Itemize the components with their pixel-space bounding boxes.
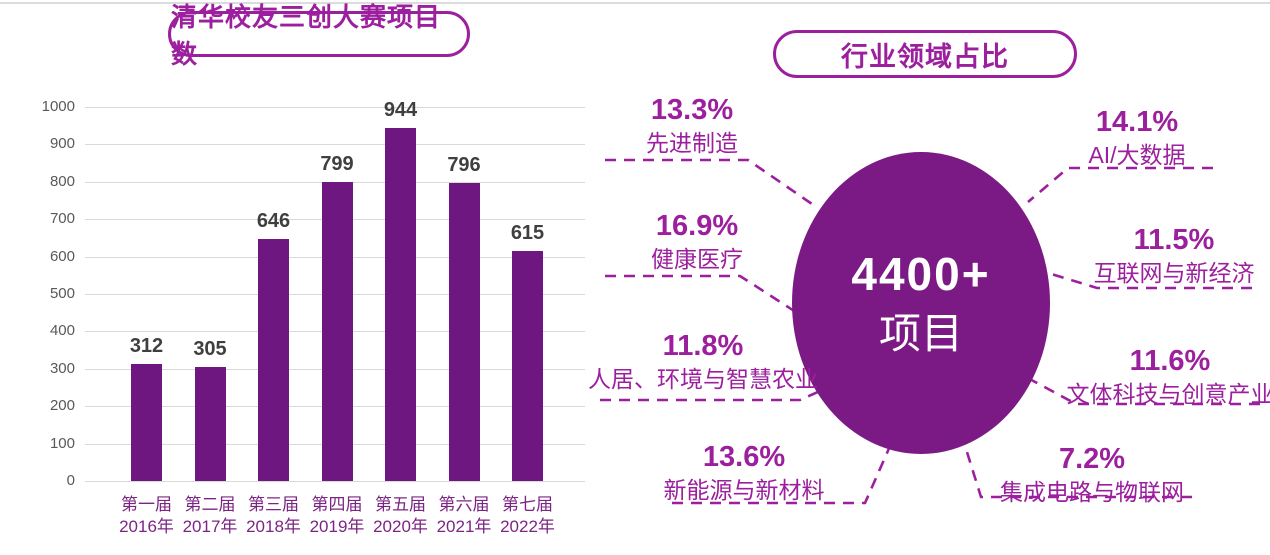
- leader-line-healthcare: [605, 274, 803, 318]
- industry-item-pct: 7.2%: [1058, 443, 1126, 475]
- x-axis-label-line: 2022年: [500, 517, 555, 537]
- x-axis-label: 第七届 2022年: [486, 494, 570, 539]
- x-axis-label-line: 第七届: [502, 495, 553, 514]
- y-axis-tick: 200: [49, 397, 75, 415]
- y-axis-tick: 300: [49, 359, 75, 377]
- x-axis-label-line: 第三届: [248, 495, 299, 514]
- y-axis-tick: 100: [49, 434, 75, 452]
- bar: [131, 364, 162, 481]
- x-axis-label-line: 第六届: [438, 495, 490, 514]
- gridline: [85, 481, 585, 482]
- industry-item-label: 新能源与新材料: [663, 477, 825, 504]
- bar-value-label: 305: [193, 337, 227, 360]
- industry-item: 14.1% AI/大数据: [1007, 106, 1267, 170]
- x-axis-label-line: 第二届: [184, 495, 236, 514]
- bar-value-label: 646: [256, 210, 291, 233]
- total-projects-value: 4400+: [851, 247, 991, 300]
- bar-value-label: 796: [447, 154, 481, 177]
- leader-line-new-energy: [672, 427, 900, 505]
- industry-item-pct: 11.8%: [662, 330, 744, 362]
- industry-item-label: 先进制造: [646, 130, 738, 157]
- y-axis-tick: 700: [49, 210, 75, 228]
- x-axis-label: 第三届 2018年: [232, 494, 316, 539]
- y-axis-tick: 400: [49, 322, 75, 340]
- industry-title: 行业领域占比: [773, 30, 1077, 78]
- industry-item: 11.5% 互联网与新经济: [1044, 224, 1270, 288]
- industry-item-pct: 11.6%: [1129, 345, 1211, 377]
- bar: [385, 127, 416, 481]
- leader-line-internet-economy: [1044, 270, 1252, 290]
- industry-item-pct: 11.5%: [1133, 224, 1215, 256]
- industry-item-pct: 16.9%: [655, 210, 739, 242]
- x-axis-label-line: 2021年: [436, 517, 492, 537]
- leader-line-culture-creative: [1025, 375, 1260, 406]
- industry-item-pct: 13.6%: [702, 441, 786, 473]
- x-axis-label-line: 2017年: [182, 517, 238, 537]
- industry-item: 13.3% 先进制造: [562, 94, 822, 158]
- industry-item-label: 人居、环境与智慧农业: [588, 366, 818, 393]
- total-projects-label: 项目: [878, 310, 963, 358]
- y-axis-tick: 900: [49, 135, 75, 153]
- bar-value-label: 944: [383, 98, 418, 121]
- x-axis-label: 第二届 2017年: [168, 494, 252, 539]
- leader-line-ic-iot: [960, 435, 1192, 499]
- industry-item-label: AI/大数据: [1088, 142, 1186, 169]
- top-divider: [0, 2, 1270, 4]
- y-axis-tick: 1000: [41, 98, 75, 115]
- x-axis-label-line: 2018年: [246, 517, 301, 537]
- x-axis-label-line: 第一届: [121, 495, 172, 514]
- y-axis-tick: 500: [49, 285, 75, 302]
- x-axis-label-line: 2020年: [373, 517, 428, 537]
- x-axis-label-line: 第四届: [311, 495, 363, 514]
- industry-item-pct: 14.1%: [1095, 106, 1179, 138]
- x-axis-label: 第四届 2019年: [295, 494, 379, 539]
- x-axis-label: 第一届 2016年: [105, 494, 189, 539]
- x-axis-label-line: 第五届: [375, 495, 426, 514]
- industry-item: 16.9% 健康医疗: [567, 210, 827, 274]
- gridline: [85, 107, 585, 108]
- bar: [448, 183, 480, 481]
- y-axis-tick: 800: [49, 172, 75, 190]
- bar-chart-title: 清华校友三创大赛项目数: [168, 2, 470, 69]
- bar-value-label: 312: [129, 335, 164, 358]
- bar: [512, 251, 543, 481]
- industry-item: 7.2% 集成电路与物联网: [962, 443, 1222, 507]
- x-axis-label-line: 2016年: [119, 517, 174, 537]
- industry-item-label: 互联网与新经济: [1093, 260, 1255, 287]
- x-axis-label-line: 2019年: [309, 517, 365, 537]
- y-axis-tick: 0: [66, 472, 75, 489]
- industry-item-label: 健康医疗: [651, 246, 743, 273]
- industry-item: 13.6% 新能源与新材料: [614, 441, 874, 505]
- bar-chart-plot: 0 100 200 300 400 500 600 700 800 900 1000 312 第一届 20…: [41, 98, 585, 539]
- leader-line-ai-bigdata: [1027, 166, 1213, 203]
- x-axis-label: 第六届 2021年: [422, 494, 506, 539]
- industry-item-label: 文体科技与创意产业: [1066, 381, 1270, 408]
- industry-item-label: 集成电路与物联网: [1000, 479, 1184, 506]
- gridline: [85, 144, 585, 146]
- industry-item: 11.8% 人居、环境与智慧农业: [573, 330, 833, 394]
- y-axis-tick: 600: [49, 247, 75, 265]
- industry-item: 11.6% 文体科技与创意产业: [1040, 345, 1270, 409]
- bar: [258, 239, 289, 481]
- x-axis-label: 第五届 2020年: [359, 494, 443, 539]
- bar-value-label: 615: [510, 222, 545, 244]
- bar: [321, 182, 353, 481]
- bar-value-label: 799: [320, 153, 354, 176]
- industry-item-pct: 13.3%: [650, 94, 734, 126]
- leader-line-adv-manufacturing: [605, 158, 813, 206]
- total-projects-circle: 4400+ 项目: [792, 152, 1050, 454]
- bar: [194, 366, 226, 481]
